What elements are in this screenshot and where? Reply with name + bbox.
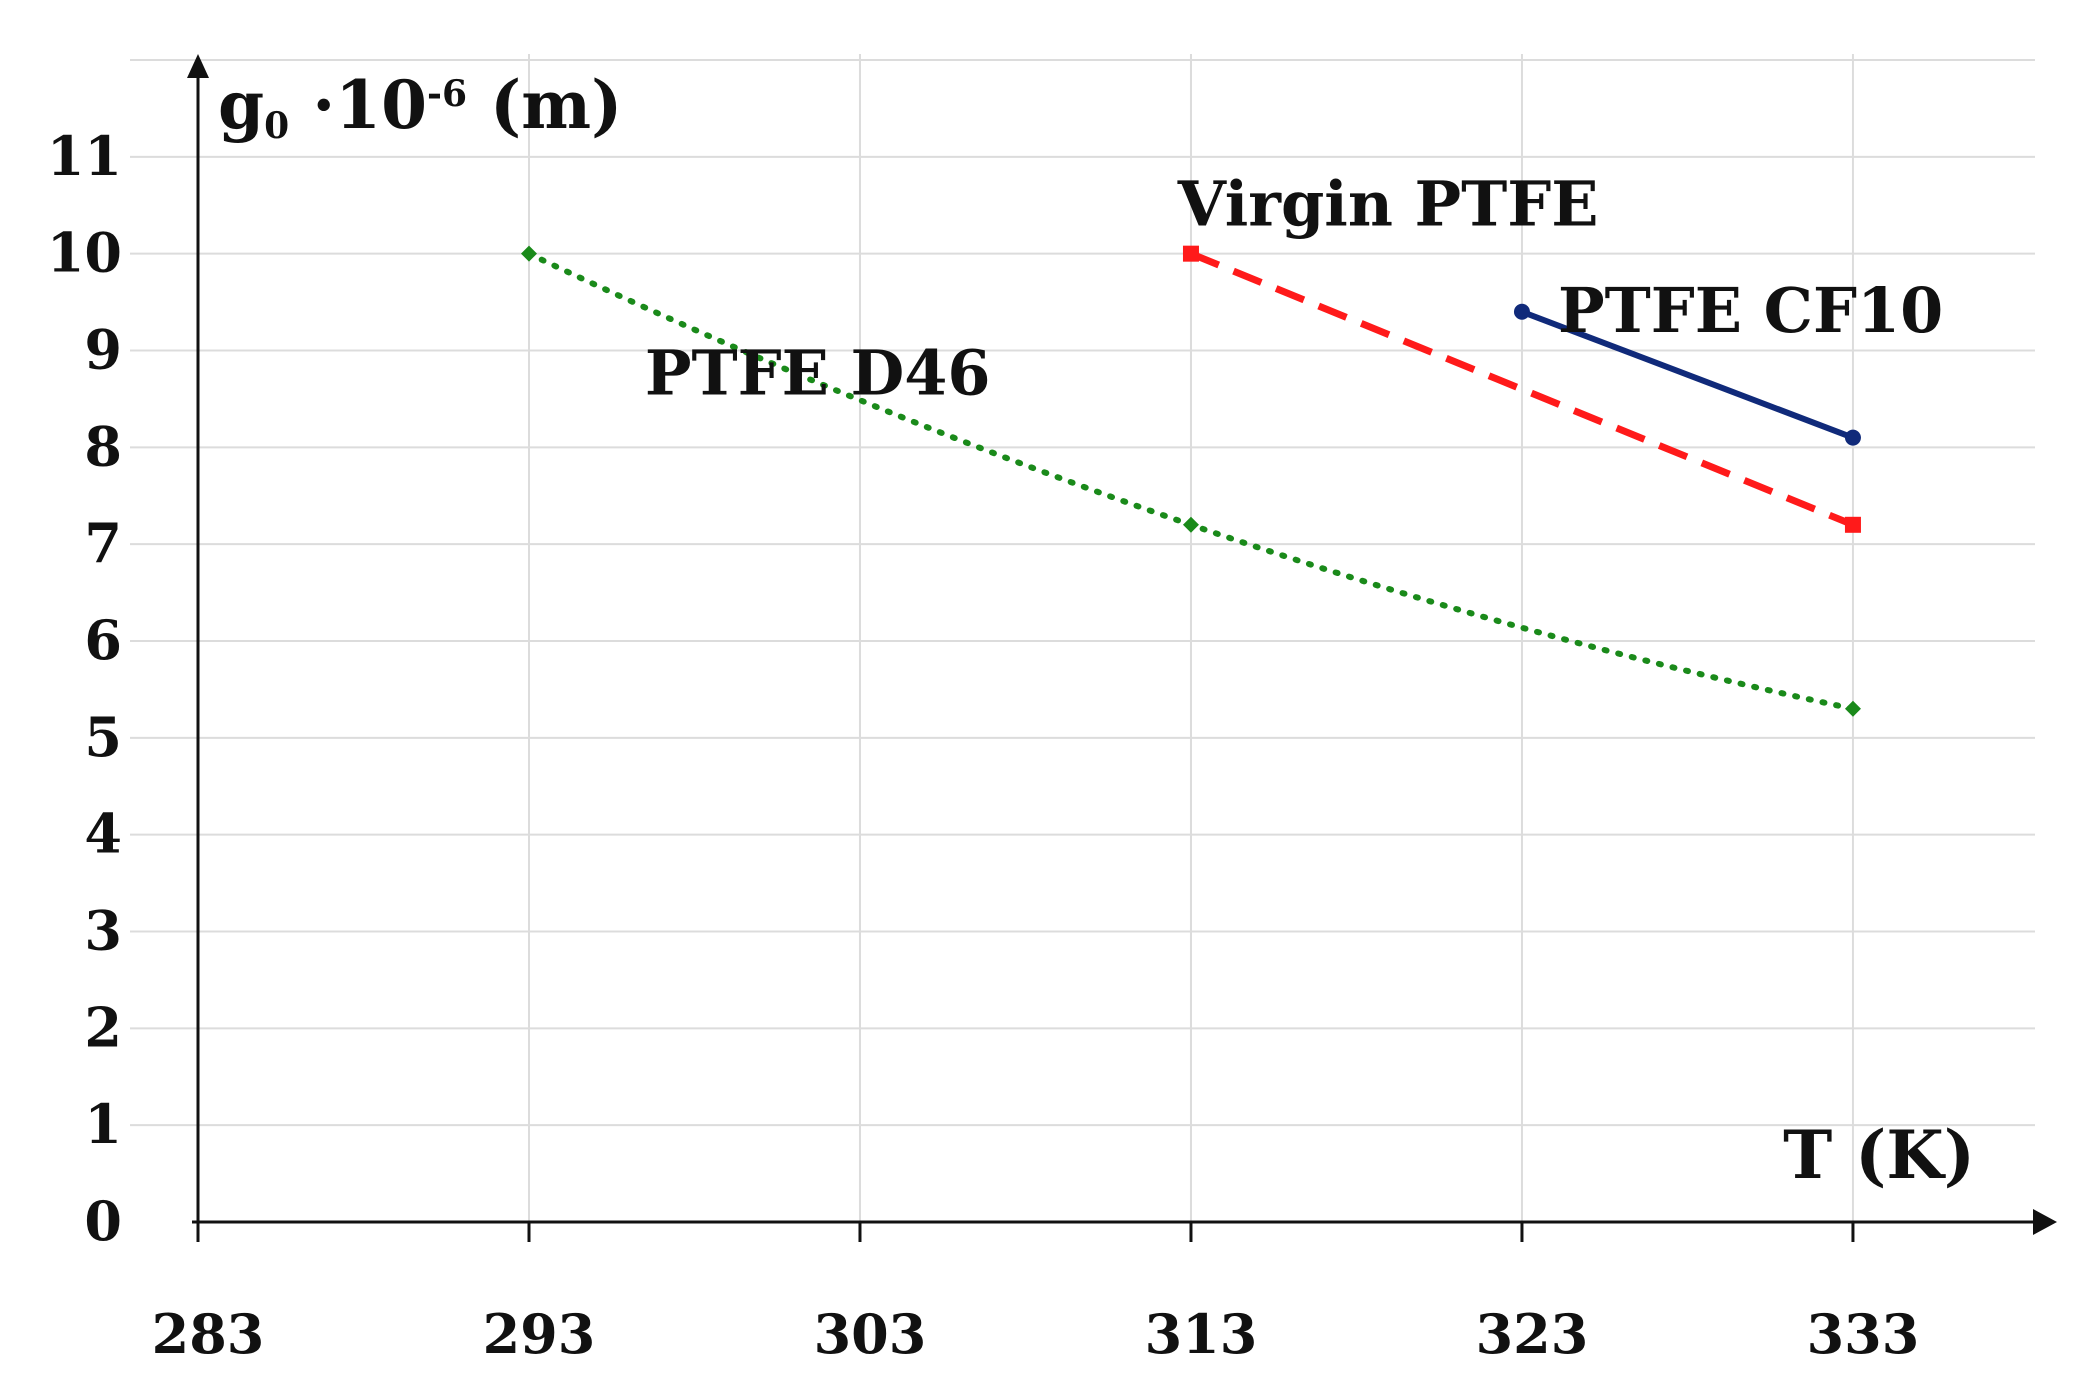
series-line-virgin-ptfe: [1189, 250, 1855, 529]
y-tick-label-2: 2: [84, 995, 122, 1059]
y-axis-label-tail: (m): [467, 66, 622, 144]
y-tick-label-10: 10: [47, 221, 122, 285]
y-tick-label-9: 9: [84, 318, 122, 382]
y-axis-label-mid: ·10: [289, 66, 427, 144]
y-axis-arrow: [187, 54, 209, 78]
series-layer: [520, 245, 1861, 717]
y-tick-label-1: 1: [84, 1092, 122, 1156]
grid: [130, 54, 2035, 1222]
data-point-ptfe-d46-333: [1844, 700, 1861, 717]
y-tick-label-3: 3: [84, 899, 122, 963]
x-tick-label-283: 283: [152, 1302, 265, 1366]
tick-labels: 0 1 2 3 4 5 6 7 8 9 10 11 283 293 303 313 323 333: [47, 124, 1919, 1366]
data-point-ptfe-cf10-333: [1844, 429, 1861, 446]
data-point-virgin-ptfe-313: [1182, 245, 1199, 262]
series-line-ptfe-cf10: [1520, 308, 1855, 441]
x-axis-arrow: [2033, 1209, 2057, 1235]
y-axis-label-base: g: [218, 66, 264, 144]
y-tick-label-8: 8: [84, 414, 122, 478]
x-tick-label-293: 293: [483, 1302, 596, 1366]
x-axis-label: T (K): [1783, 1116, 1975, 1194]
x-tick-label-323: 323: [1476, 1302, 1589, 1366]
y-axis-label: g0 ·10-6 (m): [218, 66, 622, 147]
series-label-virgin-ptfe: Virgin PTFE: [1177, 167, 1599, 240]
y-tick-label-11: 11: [47, 124, 122, 188]
series-label-ptfe-cf10: PTFE CF10: [1558, 274, 1943, 347]
y-tick-label-7: 7: [84, 511, 122, 575]
y-tick-label-4: 4: [84, 802, 122, 866]
y-tick-label-6: 6: [84, 608, 122, 672]
y-axis-label-sub: 0: [264, 105, 289, 147]
data-point-ptfe-cf10-323: [1513, 303, 1530, 320]
y-tick-label-5: 5: [84, 705, 122, 769]
y-tick-label-0: 0: [84, 1189, 122, 1253]
x-tick-label-303: 303: [814, 1302, 927, 1366]
series-labels: PTFE D46 Virgin PTFE PTFE CF10: [645, 167, 1943, 409]
y-axis-label-sup: -6: [427, 73, 467, 115]
x-tick-label-333: 333: [1807, 1302, 1920, 1366]
axes: [187, 54, 2057, 1242]
series-label-ptfe-d46: PTFE D46: [645, 337, 991, 410]
data-point-virgin-ptfe-333: [1844, 516, 1861, 533]
x-tick-label-313: 313: [1145, 1302, 1258, 1366]
data-point-ptfe-d46-293: [520, 245, 537, 262]
data-point-ptfe-d46-313: [1182, 516, 1199, 533]
